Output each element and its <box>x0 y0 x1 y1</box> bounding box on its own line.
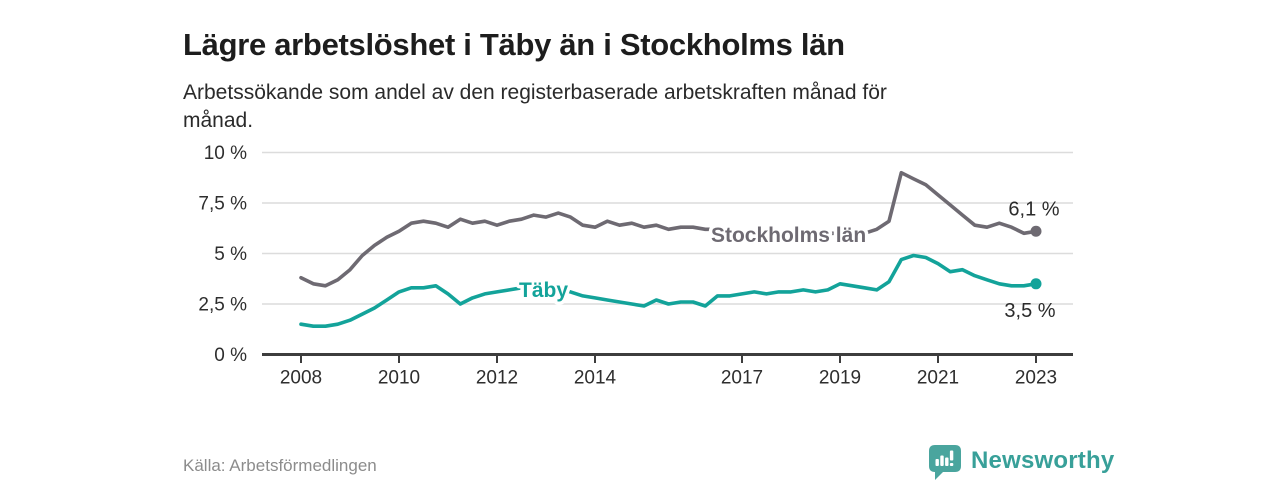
x-axis-tick-label: 2021 <box>917 368 959 389</box>
x-axis-tick-label: 2019 <box>819 368 861 389</box>
series-line-stockholms-lan <box>299 170 1038 288</box>
x-axis-tick-label: 2008 <box>280 368 322 389</box>
x-axis-tick-label: 2012 <box>476 368 518 389</box>
series-inline-label: Stockholms län <box>711 224 866 247</box>
page-title: Lägre arbetslöshet i Täby än i Stockholm… <box>183 26 845 62</box>
series-line-taby <box>299 253 1038 329</box>
page-subtitle: Arbetssökande som andel av den registerb… <box>183 81 887 132</box>
x-axis-tick-label: 2010 <box>378 368 420 389</box>
series-end-value-label: 6,1 % <box>1008 198 1059 220</box>
series-end-dot <box>1030 225 1042 237</box>
y-axis-tick-label: 10 % <box>204 143 247 164</box>
y-axis-tick-label: 7,5 % <box>198 194 247 215</box>
x-axis-tick-label: 2017 <box>721 368 763 389</box>
source-text: Källa: Arbetsförmedlingen <box>183 456 377 475</box>
x-axis-tick-label: 2014 <box>574 368 617 389</box>
series-end-value-label: 3,5 % <box>1004 300 1055 322</box>
newsworthy-wordmark: Newsworthy <box>971 447 1115 474</box>
series-inline-label: Täby <box>519 279 568 302</box>
y-axis-tick-label: 2,5 % <box>198 295 247 316</box>
y-axis-tick-label: 0 % <box>214 345 247 366</box>
newsworthy-bubble-chart-icon <box>929 445 961 480</box>
unemployment-line-chart: 10 % 7,5 % 5 % 2,5 % 0 % 2008 2010 2012 2014 2017… <box>198 143 1073 389</box>
series-end-dot <box>1030 278 1042 290</box>
x-axis-tick-label: 2023 <box>1015 368 1057 389</box>
y-axis-tick-label: 5 % <box>214 244 247 265</box>
newsworthy-logo: Newsworthy <box>928 444 1114 480</box>
